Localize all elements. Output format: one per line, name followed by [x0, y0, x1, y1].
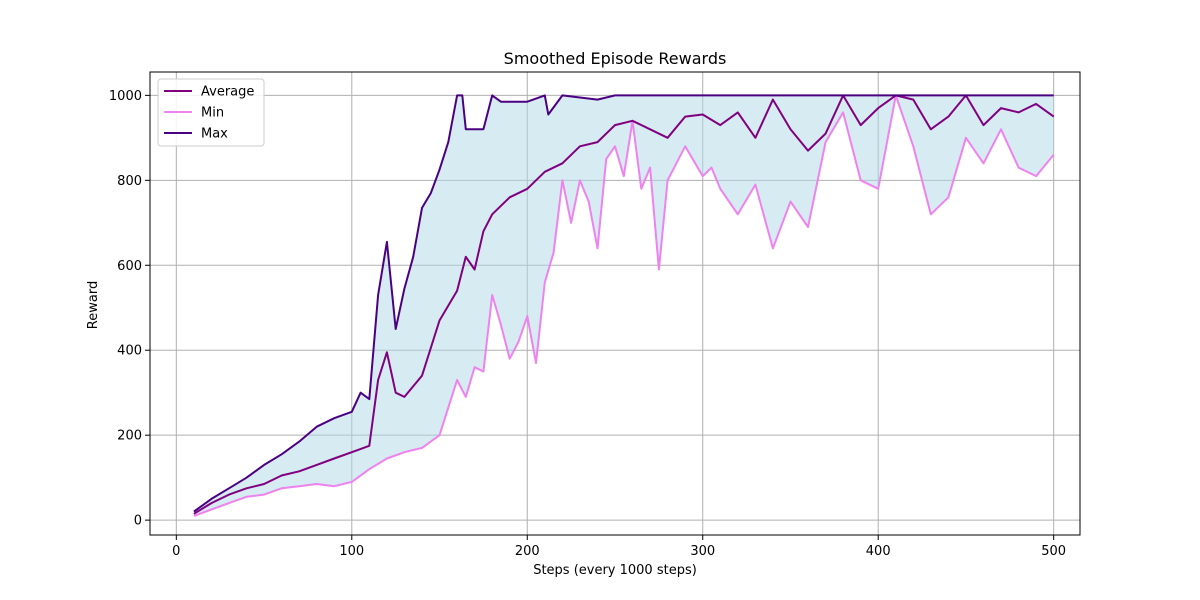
x-tick-label: 500: [1041, 544, 1066, 559]
y-tick-label: 0: [134, 514, 142, 529]
y-tick-label: 600: [117, 259, 142, 274]
legend-box: [157, 78, 265, 147]
x-tick-label: 0: [172, 544, 180, 559]
y-tick-label: 400: [117, 344, 142, 359]
y-tick-label: 200: [117, 429, 142, 444]
series-line-max: [193, 94, 1054, 513]
x-axis-label: Steps (every 1000 steps): [533, 563, 697, 578]
chart-title: Smoothed Episode Rewards: [504, 49, 727, 68]
series-line-min: [193, 94, 1055, 517]
legend-label: Max: [201, 127, 228, 142]
tick-layer: 0 100 200 300 400 500 0 200 400 600 800 1000: [109, 89, 1066, 559]
x-tick-label: 300: [690, 544, 715, 559]
band-layer: [193, 95, 1054, 516]
y-tick-label: 800: [117, 174, 142, 189]
min-max-band: [193, 95, 1054, 516]
legend-label: Average: [201, 85, 254, 100]
series-layer: [193, 94, 1055, 517]
x-tick-label: 200: [515, 544, 540, 559]
x-tick-label: 400: [866, 544, 891, 559]
legend: Average Min Max: [157, 78, 265, 147]
legend-label: Min: [201, 106, 224, 121]
y-axis-label: Reward: [86, 281, 101, 329]
y-tick-label: 1000: [109, 89, 142, 104]
plot-frame: [149, 71, 1081, 536]
x-tick-label: 100: [339, 544, 364, 559]
